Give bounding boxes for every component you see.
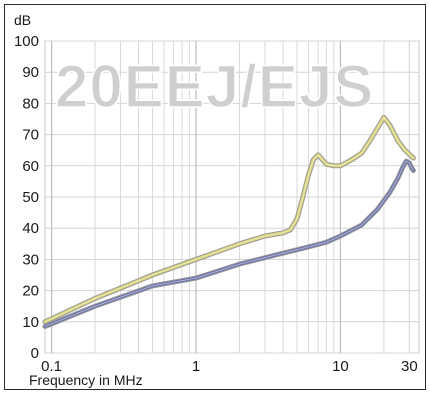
chart-frame: 20EEJ/EJS 0 10 20 30 40 50 60 70 80 90 100 0.1 1 10 30… — [4, 4, 426, 390]
y-tick-label: 50 — [22, 189, 39, 206]
series-line-highlight — [44, 160, 414, 327]
x-tick-label: 10 — [332, 358, 349, 375]
emission-chart: 20EEJ/EJS 0 10 20 30 40 50 60 70 80 90 100 0.1 1 10 30… — [14, 12, 420, 388]
series-line-highlight — [44, 117, 414, 323]
y-tick-label: 0 — [31, 345, 39, 362]
y-tick-label: 60 — [22, 158, 39, 175]
y-tick-label: 20 — [22, 283, 39, 300]
y-tick-label: 70 — [22, 127, 39, 144]
x-tick-label: 0.1 — [41, 358, 62, 375]
y-tick-label: 90 — [22, 64, 39, 81]
y-tick-label: 100 — [14, 33, 39, 50]
y-tick-label: 10 — [22, 314, 39, 331]
y-tick-label: 80 — [22, 95, 39, 112]
x-tick-label: 30 — [401, 358, 418, 375]
series-group — [42, 114, 416, 329]
y-axis-label: dB — [14, 12, 31, 28]
watermark-text: 20EEJ/EJS — [55, 53, 374, 120]
y-tick-label: 40 — [22, 220, 39, 237]
x-tick-label: 1 — [192, 358, 200, 375]
tick-labels: 0 10 20 30 40 50 60 70 80 90 100 0.1 1 10 30 — [14, 33, 418, 375]
x-axis-label: Frequency in MHz — [29, 372, 143, 388]
y-tick-label: 30 — [22, 251, 39, 268]
